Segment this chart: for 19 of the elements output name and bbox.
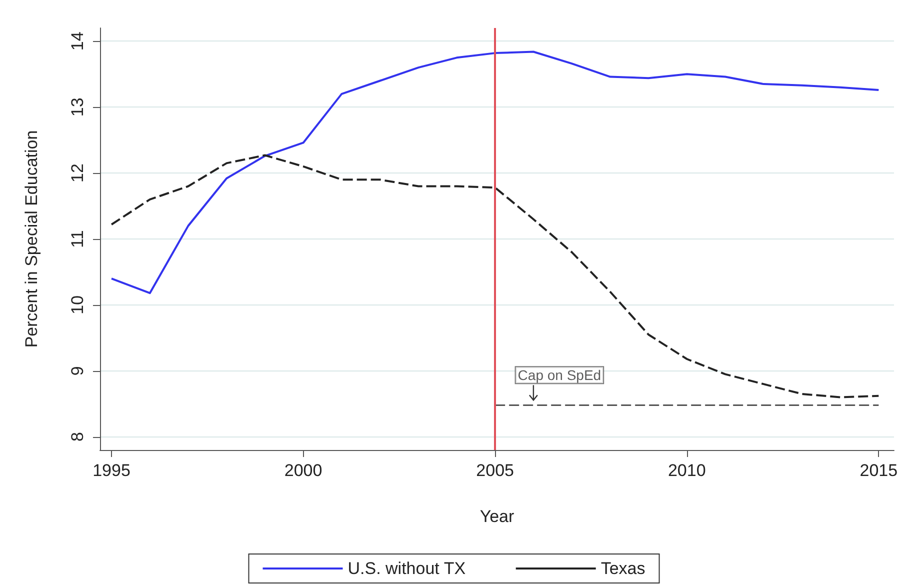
- line-series: [110, 154, 880, 398]
- legend-label: Texas: [600, 559, 646, 578]
- annotation: Cap on SpEd: [518, 367, 602, 384]
- x-tick-label: 2000: [284, 461, 322, 480]
- legend-label: U.S. without TX: [348, 559, 466, 578]
- y-tick-label: 9: [68, 366, 87, 376]
- x-tick-label: 1995: [92, 461, 130, 480]
- y-tick-label: 11: [68, 230, 87, 248]
- y-axis-title: Percent in Special Education: [22, 130, 41, 348]
- x-axis-title: Year: [480, 507, 515, 526]
- y-tick-label: 10: [68, 295, 87, 314]
- x-tick-label: 2010: [668, 461, 706, 480]
- line-series: [110, 50, 880, 294]
- x-tick-label: 2015: [860, 461, 898, 480]
- y-tick-label: 12: [68, 164, 87, 183]
- y-tick-label: 8: [68, 432, 87, 442]
- x-tick-label: 2005: [476, 461, 514, 480]
- y-tick-label: 14: [68, 32, 87, 51]
- y-tick-label: 13: [68, 98, 87, 117]
